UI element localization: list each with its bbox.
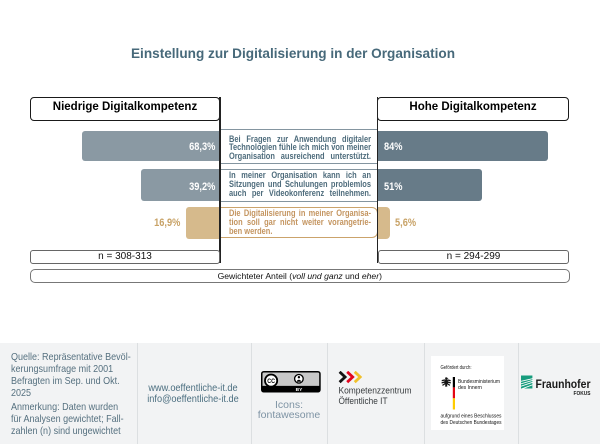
svg-text:Kompetenzzentrum: Kompetenzzentrum	[339, 385, 412, 396]
svg-text:Bundesministerium: Bundesministerium	[458, 379, 500, 385]
svg-text:Öffentliche IT: Öffentliche IT	[339, 396, 388, 406]
svg-text:des Innern: des Innern	[458, 385, 482, 391]
svg-text:FOKUS: FOKUS	[573, 390, 590, 396]
svg-text:Gefördert durch:: Gefördert durch:	[441, 365, 472, 371]
svg-text:aufgrund eines Beschlusses: aufgrund eines Beschlusses	[441, 414, 502, 420]
svg-text:BY: BY	[295, 386, 302, 392]
svg-text:CC: CC	[267, 378, 275, 384]
svg-text:Fraunhofer: Fraunhofer	[535, 376, 590, 390]
svg-text:des Deutschen Bundestages: des Deutschen Bundestages	[441, 420, 502, 426]
